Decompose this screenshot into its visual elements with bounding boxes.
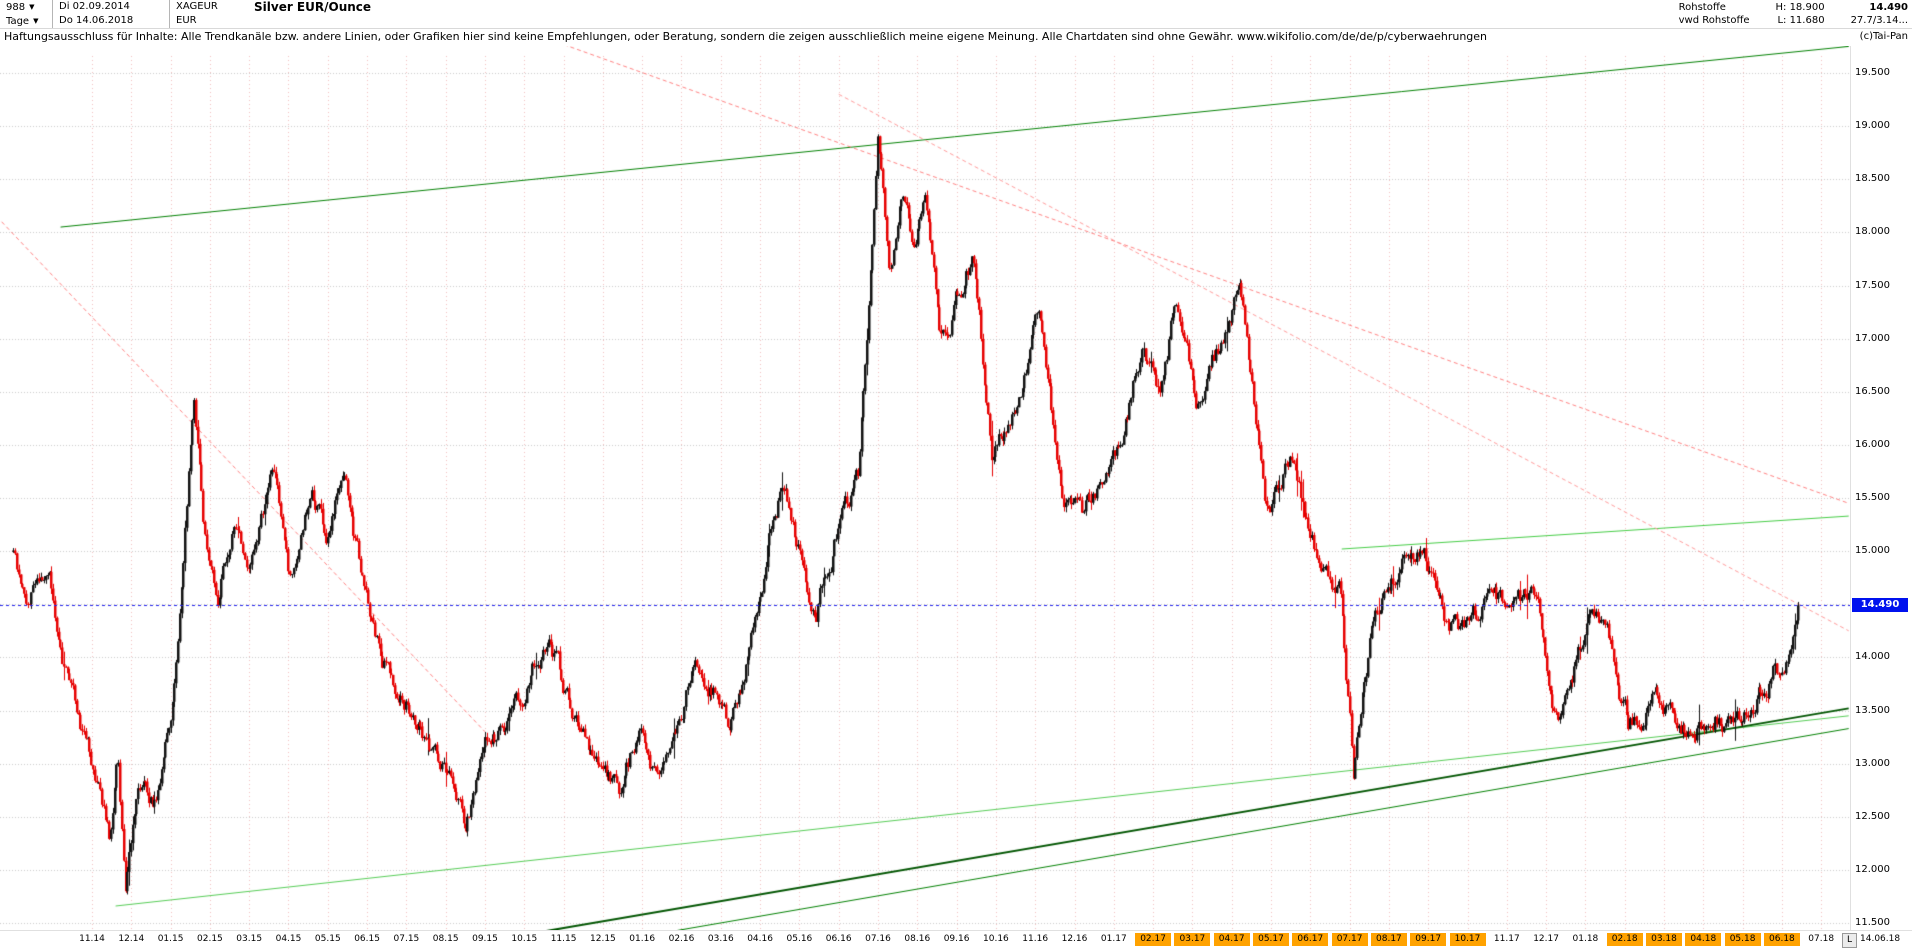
x-axis-month-label: 08.16 xyxy=(904,934,931,944)
x-axis-month-label: 11.17 xyxy=(1493,934,1520,944)
disclaimer-text: Haftungsausschluss für Inhalte: Alle Tre… xyxy=(4,30,1488,43)
category-label: Rohstoffe xyxy=(1678,2,1726,13)
x-axis-month-label: 07.16 xyxy=(865,934,891,944)
x-axis-month-label: 10.17 xyxy=(1449,933,1486,946)
x-axis-month-label: 04.16 xyxy=(747,934,773,944)
x-axis-month-label: 12.15 xyxy=(590,934,616,944)
x-axis-month-label: 05.15 xyxy=(314,934,341,944)
x-axis-month-label: 12.14 xyxy=(118,934,145,944)
x-axis-month-label: 04.18 xyxy=(1685,933,1722,946)
y-axis-tick-label: 15.500 xyxy=(1855,492,1890,503)
scale-toggle-button[interactable]: L xyxy=(1842,933,1857,948)
dropdown-arrow-icon: ▼ xyxy=(33,17,39,25)
x-axis-month-label: 05.18 xyxy=(1724,933,1761,946)
header-quote-info: Rohstoffe H: 18.900 14.490 vwd Rohstoffe… xyxy=(1679,1,1908,27)
y-axis-tick-label: 18.500 xyxy=(1855,173,1890,185)
x-axis-month-label: 04.15 xyxy=(275,934,302,944)
x-axis-month-label: 04.17 xyxy=(1213,933,1250,946)
y-axis-tick-label: 18.000 xyxy=(1855,226,1890,238)
x-axis-month-label: 01.18 xyxy=(1572,934,1599,944)
last-price-label: 14.490 xyxy=(1869,2,1908,13)
start-date-label: Di 02.09.2014 xyxy=(53,0,170,14)
header-row-2: Tage ▼ Do 14.06.2018 EUR xyxy=(0,14,244,28)
y-axis-tick-label: 11.500 xyxy=(1855,917,1890,928)
x-axis-month-label: 12.17 xyxy=(1533,934,1559,944)
x-axis-month-label: 06.17 xyxy=(1292,933,1329,946)
header-row-1: 988 ▼ Di 02.09.2014 XAGEUR Silver EUR/Oun… xyxy=(0,0,371,14)
dropdown-arrow-icon: ▼ xyxy=(29,3,35,11)
x-axis-month-label: 09.15 xyxy=(472,934,498,944)
bars-count-dropdown[interactable]: 988 ▼ xyxy=(0,0,53,14)
x-axis-month-label: 02.17 xyxy=(1135,933,1172,946)
x-axis-month-label: 01.17 xyxy=(1100,934,1127,944)
timeframe-value: Tage xyxy=(6,16,30,27)
x-axis-month-label: 02.18 xyxy=(1606,933,1643,946)
x-axis-month-label: 05.16 xyxy=(786,934,813,944)
x-axis-month-label: 08.17 xyxy=(1370,933,1407,946)
x-axis-month-label: 02.15 xyxy=(197,934,223,944)
y-axis-tick-label: 16.000 xyxy=(1855,438,1890,450)
x-axis-month-label: 07.18 xyxy=(1808,934,1835,944)
last-date-label: 14.06.18 xyxy=(1860,934,1901,944)
x-axis-month-label: 08.15 xyxy=(432,934,459,944)
x-axis-month-label: 10.15 xyxy=(511,934,538,944)
currency-label: EUR xyxy=(176,15,197,26)
change-label: 27.7/3.14... xyxy=(1850,15,1908,26)
y-axis-tick-label: 17.500 xyxy=(1855,279,1890,291)
source-label: vwd Rohstoffe xyxy=(1678,15,1750,26)
y-axis-tick-label: 13.500 xyxy=(1855,704,1890,716)
x-axis-month-label: 06.15 xyxy=(354,934,380,944)
y-axis-tick-label: 13.000 xyxy=(1855,757,1890,769)
high-label: H: 18.900 xyxy=(1775,2,1825,13)
x-axis-month-label: 02.16 xyxy=(668,934,695,944)
x-axis-month-label: 03.16 xyxy=(707,934,734,944)
x-axis-month-label: 07.17 xyxy=(1331,933,1368,946)
x-axis-month-label: 01.16 xyxy=(629,934,656,944)
y-axis-tick-label: 15.000 xyxy=(1855,545,1890,557)
current-price-tag: 14.490 xyxy=(1852,598,1908,613)
y-axis-tick-label: 12.000 xyxy=(1855,863,1890,875)
x-axis-month-label: 03.18 xyxy=(1646,933,1682,946)
x-axis-month-label: 07.15 xyxy=(393,934,420,944)
x-axis-month-label: 09.16 xyxy=(943,934,970,944)
x-axis-month-label: 12.16 xyxy=(1061,934,1088,944)
price-chart-canvas[interactable] xyxy=(0,46,1850,930)
y-axis-tick-label: 14.000 xyxy=(1855,651,1890,663)
x-axis-month-label: 09.17 xyxy=(1410,933,1447,946)
y-axis-tick-label: 16.500 xyxy=(1855,385,1890,397)
y-axis-tick-label: 19.500 xyxy=(1855,67,1890,78)
y-axis-tick-label: 17.000 xyxy=(1855,332,1890,344)
x-axis-month-label: 06.16 xyxy=(825,934,852,944)
y-axis-tick-label: 19.000 xyxy=(1855,120,1890,132)
taipan-copyright: (c)Tai-Pan xyxy=(1859,31,1908,42)
timeframe-dropdown[interactable]: Tage ▼ xyxy=(0,14,53,28)
x-axis-month-label: 11.14 xyxy=(79,934,105,944)
x-axis-month-label: 11.16 xyxy=(1022,934,1049,944)
x-axis-divider xyxy=(0,930,1912,931)
y-axis-tick-label: 12.500 xyxy=(1855,810,1890,822)
y-axis-divider xyxy=(1850,46,1851,930)
low-label: L: 11.680 xyxy=(1777,15,1825,26)
x-axis-month-label: 05.17 xyxy=(1253,933,1289,946)
x-axis-month-label: 01.15 xyxy=(157,934,184,944)
x-axis-month-label: 11.15 xyxy=(550,934,577,944)
x-axis-month-label: 06.18 xyxy=(1763,933,1800,946)
x-axis-month-label: 03.17 xyxy=(1174,933,1211,946)
chart-title: Silver EUR/Ounce xyxy=(254,0,372,14)
x-axis-month-label: 10.16 xyxy=(983,934,1009,944)
end-date-label: Do 14.06.2018 xyxy=(53,14,170,28)
bars-count-value: 988 xyxy=(6,2,26,13)
header-divider xyxy=(0,28,1912,29)
x-axis-month-label: 03.15 xyxy=(236,934,263,944)
symbol-label: XAGEUR xyxy=(176,1,218,12)
